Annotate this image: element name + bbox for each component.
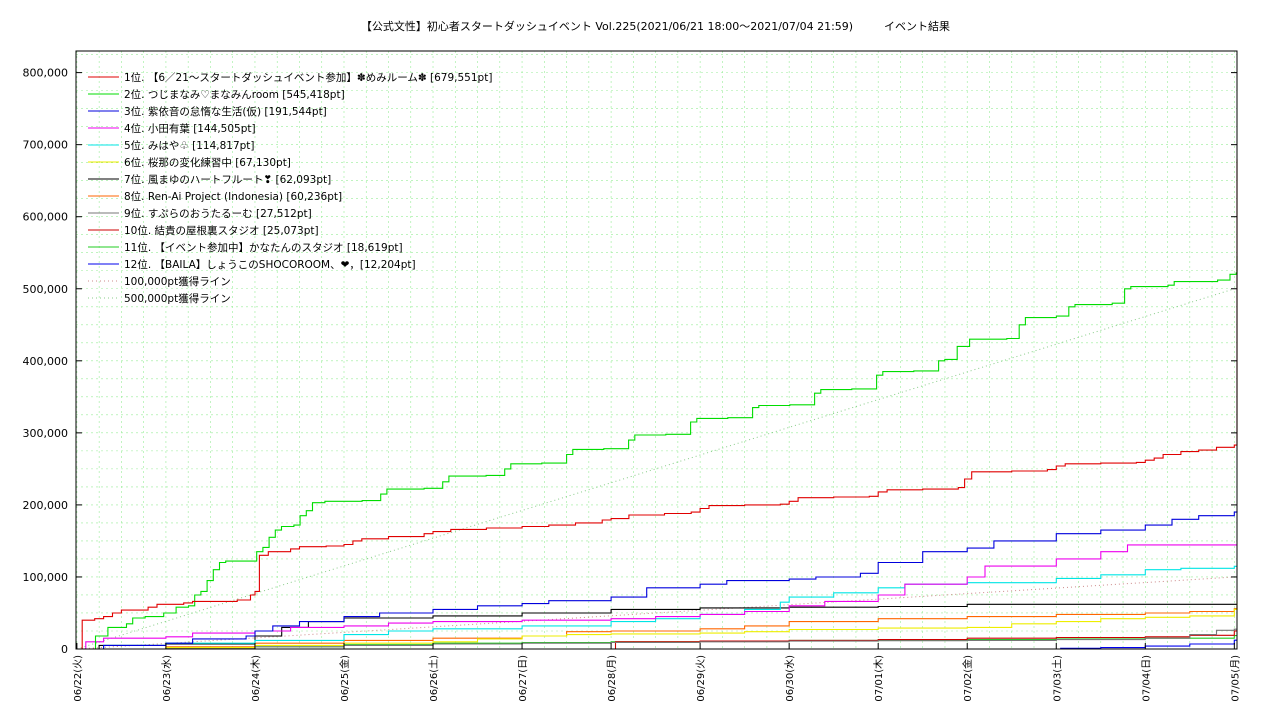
y-tick-label: 0: [61, 643, 68, 656]
plot-area: [75, 50, 1238, 650]
series-line-5: [85, 565, 1237, 650]
series-lines: [76, 159, 1238, 650]
x-tick-label: 07/05(月): [1229, 655, 1241, 702]
legend-label-6: 6位. 桜那の変化練習中 [67,130pt]: [124, 156, 291, 169]
legend-label-8: 8位. Ren-Ai Project (Indonesia) [60,236pt…: [124, 190, 342, 203]
legend-label-1: 1位. 【6／21〜スタートダッシュイベント参加】✽めみルーム✽ [679,55…: [124, 71, 492, 84]
series-line-7: [94, 603, 1237, 650]
y-tick-label: 200,000: [23, 499, 69, 512]
x-tick-label: 07/03(土): [1050, 655, 1063, 702]
y-tick-label: 500,000: [23, 283, 69, 296]
x-tick-label: 06/28(月): [606, 655, 618, 702]
y-tick-label: 800,000: [23, 67, 69, 80]
legend-label-9: 9位. すぷらのおうたるーむ [27,512pt]: [124, 207, 312, 220]
legend-label-13: 100,000pt獲得ライン: [124, 275, 231, 288]
grid: [76, 51, 1237, 650]
legend-label-4: 4位. 小田有葉 [144,505pt]: [124, 122, 256, 135]
x-tick-label: 06/23(水): [161, 655, 173, 702]
x-tick-label: 06/22(火): [72, 655, 84, 702]
legend-label-2: 2位. つじまなみ♡まなみんroom [545,418pt]: [124, 88, 345, 101]
series-line-2: [92, 256, 1238, 650]
legend-label-11: 11位. 【イベント参加中】かなたんのスタジオ [18,619pt]: [124, 241, 403, 254]
series-line-1: [81, 159, 1238, 650]
chart-title: 【公式文性】初心者スタートダッシュイベント Vol.225(2021/06/21…: [361, 19, 853, 33]
legend-label-10: 10位. 結貴の屋根裏スタジオ [25,073pt]: [124, 224, 319, 237]
y-tick-label: 100,000: [23, 571, 69, 584]
x-tick-label: 06/24(木): [250, 655, 262, 702]
x-tick-label: 06/30(水): [784, 655, 796, 702]
x-tick-label: 06/27(日): [518, 655, 529, 702]
y-tick-label: 600,000: [23, 211, 69, 224]
legend: 1位. 【6／21〜スタートダッシュイベント参加】✽めみルーム✽ [679,55…: [88, 71, 492, 305]
legend-label-3: 3位. 紫依音の怠惰な生活(仮) [191,544pt]: [124, 105, 327, 118]
y-tick-label: 300,000: [23, 427, 69, 440]
legend-label-7: 7位. 風まゆのハートフルート❣ [62,093pt]: [124, 173, 331, 186]
x-tick-label: 06/25(金): [338, 655, 351, 702]
x-tick-label: 07/02(金): [961, 655, 974, 702]
y-tick-label: 700,000: [23, 139, 69, 152]
series-line-3: [85, 511, 1238, 650]
x-tick-label: 06/29(火): [695, 655, 707, 702]
legend-label-14: 500,000pt獲得ライン: [124, 292, 231, 305]
series-line-6: [85, 600, 1238, 650]
x-tick-label: 06/26(土): [427, 655, 440, 702]
series-line-8: [85, 605, 1238, 650]
y-axis: 0 100,000 200,000 300,000 400,000 500,000 600,…: [23, 67, 1237, 656]
x-axis: 06/22(火) 06/23(水) 06/24(木) 06/25(金) 06/26(土)…: [72, 643, 1241, 702]
series-line-9: [85, 628, 1237, 650]
legend-label-12: 12位. 【BAILA】しょうこのSHOCOROOM、❤︎，[12,204pt]: [124, 258, 416, 271]
x-tick-label: 07/01(木): [873, 655, 885, 702]
chart-subtitle: イベント結果: [884, 19, 950, 33]
x-tick-label: 07/04(日): [1141, 655, 1152, 702]
y-tick-label: 400,000: [23, 355, 69, 368]
legend-label-5: 5位. みはや♧ [114,817pt]: [124, 139, 255, 152]
series-line-4: [81, 544, 1237, 650]
